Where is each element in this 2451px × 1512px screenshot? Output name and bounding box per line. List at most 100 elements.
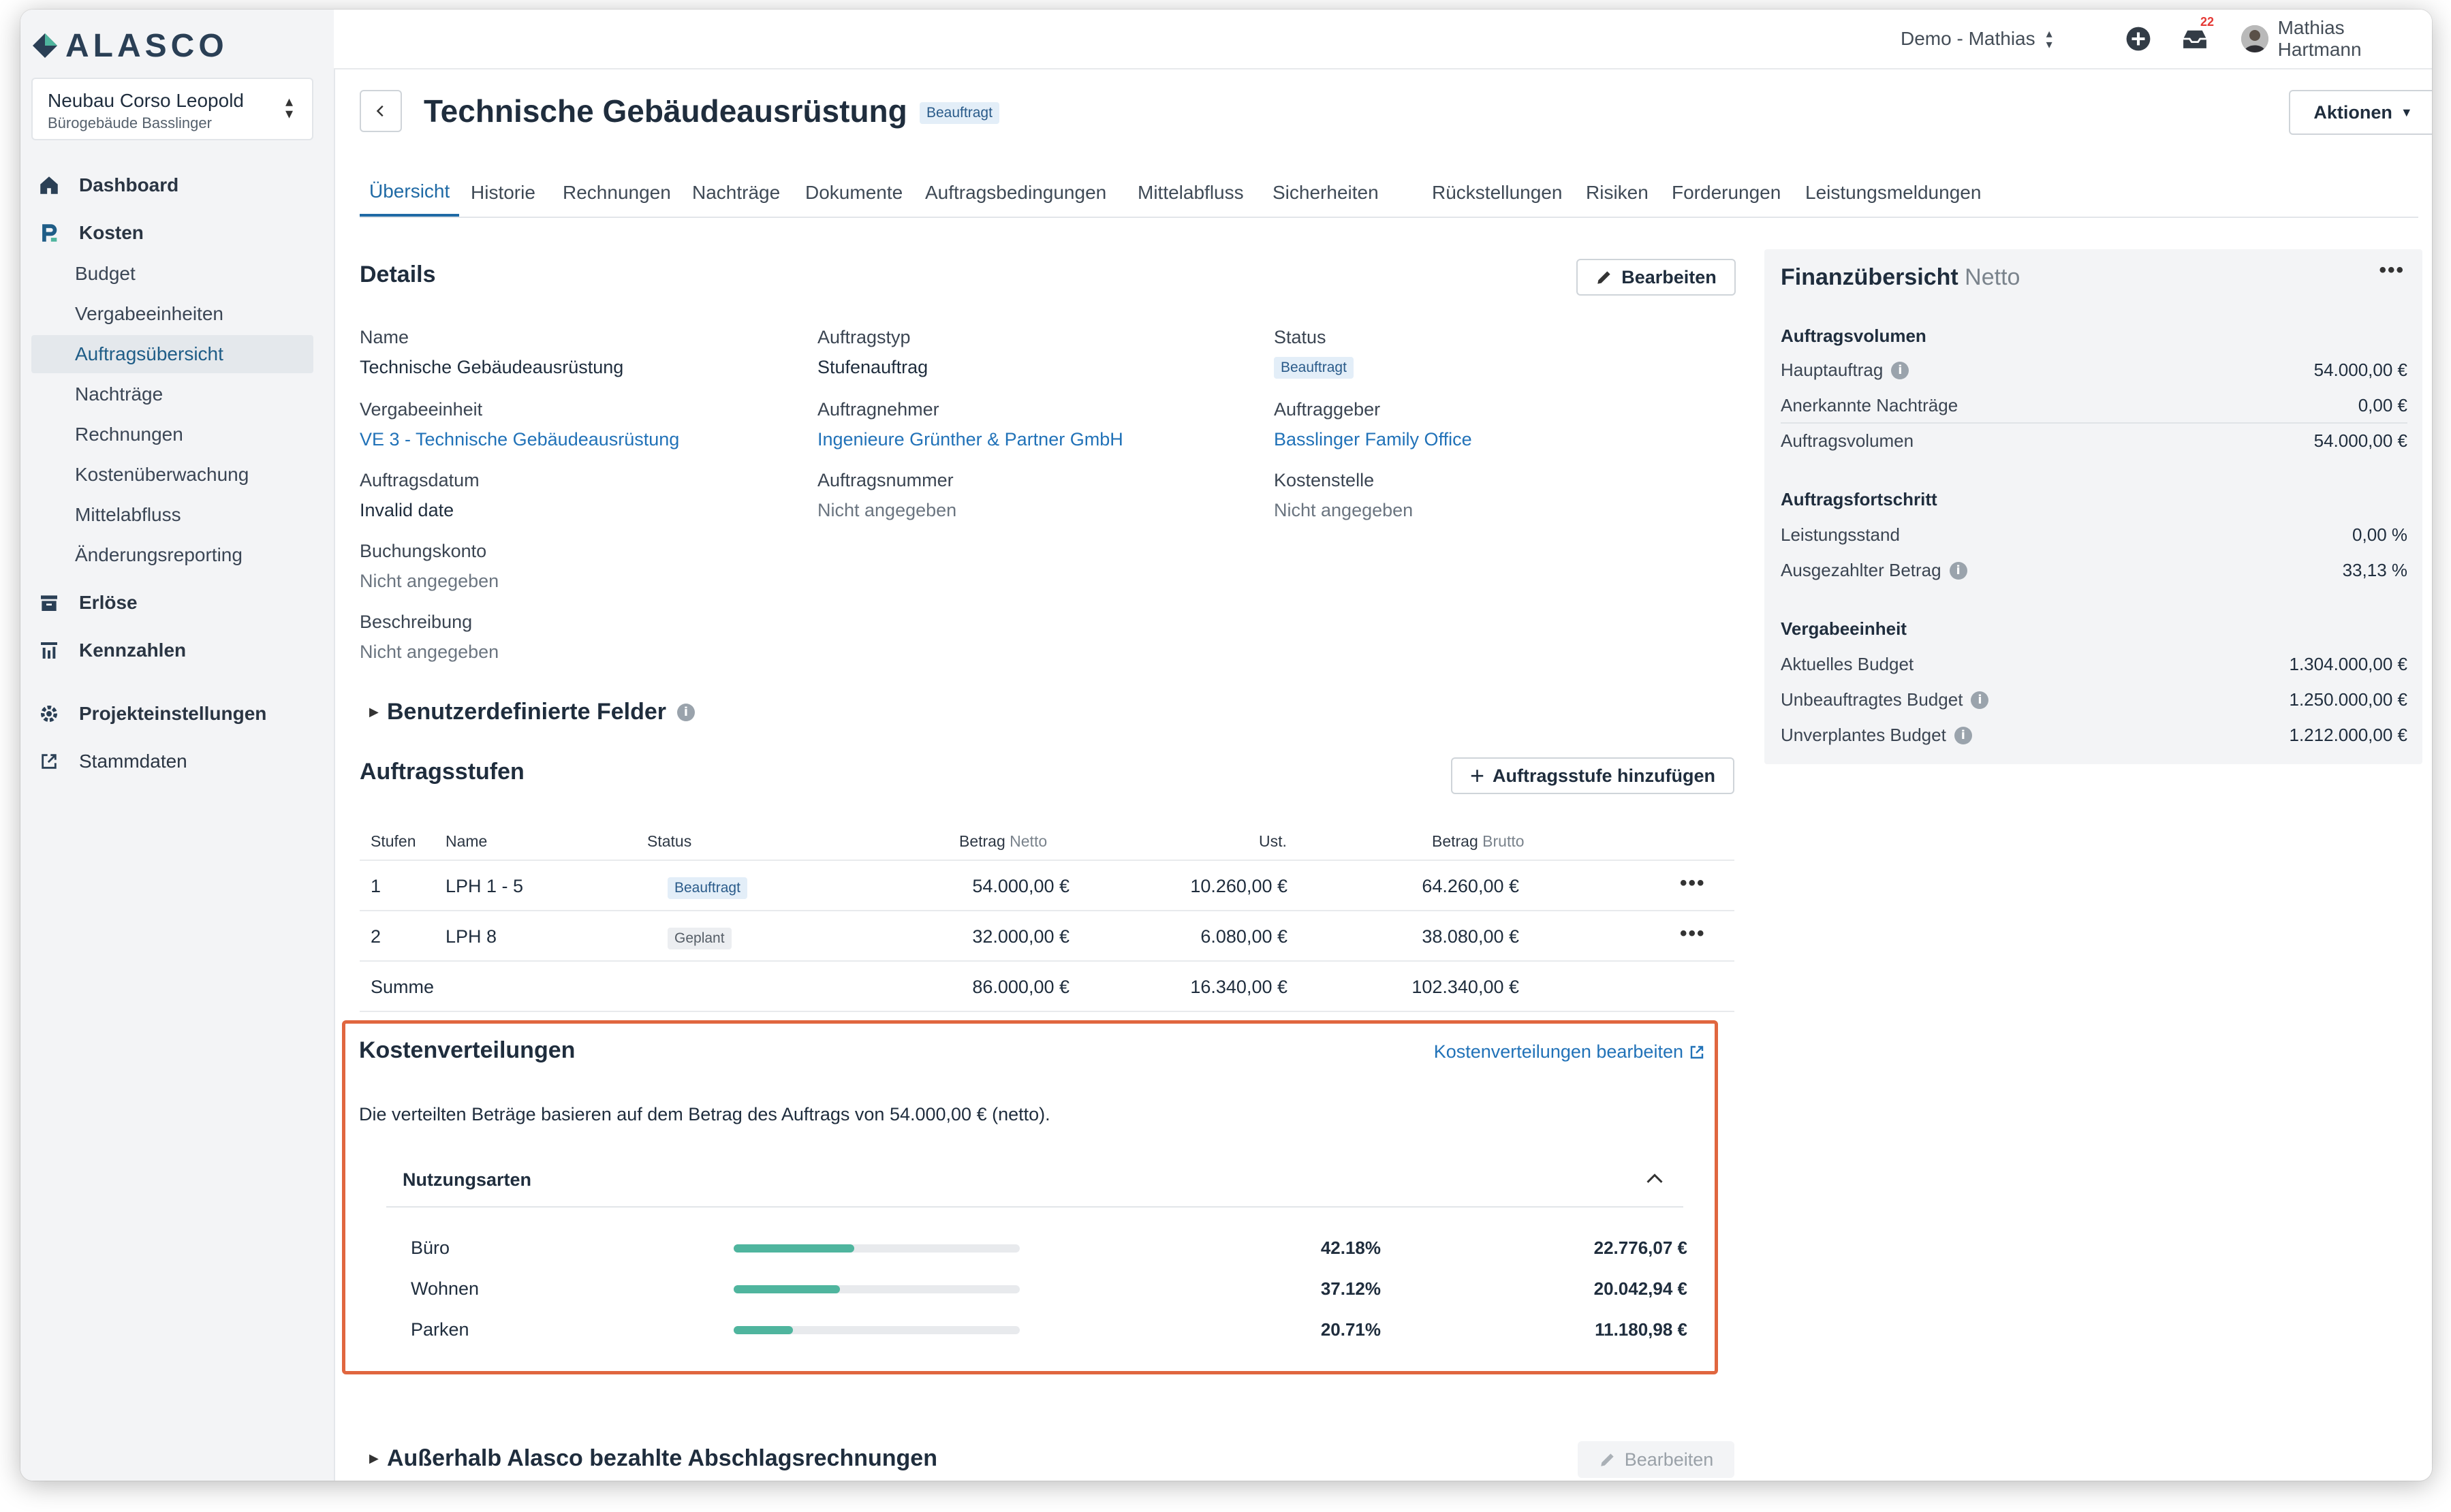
info-icon[interactable]: i <box>1891 361 1909 379</box>
sidebar-item-auftragsuebersicht[interactable]: Auftragsübersicht <box>31 335 313 373</box>
divider <box>1781 422 2407 424</box>
col-header-net-text: Betrag <box>959 832 1005 850</box>
tab-mittelabfluss[interactable]: Mittelabfluss <box>1138 169 1244 217</box>
custom-fields-toggle[interactable]: ▶ Benutzerdefinierte Felder i <box>369 699 695 725</box>
add-stage-button[interactable]: + Auftragsstufe hinzufügen <box>1451 757 1734 794</box>
field-link-client[interactable]: Basslinger Family Office <box>1274 429 1472 450</box>
tab-sicherheiten[interactable]: Sicherheiten <box>1273 169 1379 217</box>
info-icon[interactable]: i <box>1954 726 1972 744</box>
actions-button[interactable]: Aktionen ▼ <box>2289 90 2432 135</box>
sidebar-item-vergabeeinheiten[interactable]: Vergabeeinheiten <box>20 295 313 333</box>
chevron-left-icon <box>376 105 384 117</box>
sidebar-item-label: Mittelabfluss <box>75 504 181 525</box>
finance-menu-icon[interactable]: ••• <box>2379 259 2405 281</box>
caret-right-icon: ▶ <box>369 1451 379 1465</box>
cell-stage: 2 <box>371 926 381 947</box>
tab-label: Dokumente <box>805 182 903 203</box>
tab-rueckstellungen[interactable]: Rückstellungen <box>1432 169 1562 217</box>
finance-group-title: Auftragsvolumen <box>1781 326 1926 346</box>
cell-gross: 64.260,00 € <box>1422 876 1519 896</box>
project-name: Neubau Corso Leopold <box>48 90 244 111</box>
cost-icon <box>35 219 63 247</box>
finance-row-value: 0,00 % <box>2352 524 2407 545</box>
info-icon: i <box>676 703 695 721</box>
field-link-contractor[interactable]: Ingenieure Grünther & Partner GmbH <box>817 429 1123 450</box>
tab-forderungen[interactable]: Forderungen <box>1672 169 1781 217</box>
field-label: Auftragsdatum <box>360 470 480 490</box>
sidebar-item-stammdaten[interactable]: Stammdaten <box>20 742 313 781</box>
sidebar-item-dashboard[interactable]: Dashboard <box>20 166 313 204</box>
sidebar-item-label: Kosten <box>79 222 144 243</box>
external-invoices-toggle[interactable]: ▶ Außerhalb Alasco bezahlte Abschlagsrec… <box>369 1445 937 1472</box>
row-menu-icon[interactable]: ••• <box>1680 922 1706 945</box>
sidebar-item-nachtraege[interactable]: Nachträge <box>20 375 313 413</box>
tab-auftragsbedingungen[interactable]: Auftragsbedingungen <box>925 169 1106 217</box>
progress-bar <box>734 1285 1020 1293</box>
tab-uebersicht[interactable]: Übersicht <box>360 169 460 217</box>
notifications-button[interactable]: 22 <box>2181 10 2214 68</box>
finance-row-value: 54.000,00 € <box>2313 430 2407 451</box>
tab-historie[interactable]: Historie <box>471 169 535 217</box>
sidebar-item-erloese[interactable]: Erlöse <box>20 584 313 622</box>
tab-rechnungen[interactable]: Rechnungen <box>563 169 671 217</box>
tab-nachtraege[interactable]: Nachträge <box>692 169 780 217</box>
tab-label: Mittelabfluss <box>1138 182 1244 203</box>
sidebar-item-kostenueberwachung[interactable]: Kostenüberwachung <box>20 456 313 494</box>
row-menu-icon[interactable]: ••• <box>1680 872 1706 894</box>
col-header-status: Status <box>647 832 692 850</box>
back-button[interactable] <box>360 90 402 132</box>
sidebar-item-projekteinstellungen[interactable]: Projekteinstellungen <box>20 695 313 733</box>
user-menu[interactable]: Mathias Hartmann <box>2241 10 2432 68</box>
workspace-label: Demo - Mathias <box>1901 28 2035 49</box>
status-badge: Beauftragt <box>1274 357 1354 379</box>
finance-group-title: Vergabeeinheit <box>1781 618 1907 639</box>
tab-label: Rückstellungen <box>1432 182 1563 203</box>
finance-row-label: Anerkannte Nachträge <box>1781 395 1958 415</box>
finance-row-value: 1.212.000,00 € <box>2289 725 2408 745</box>
details-edit-button[interactable]: Bearbeiten <box>1576 259 1736 296</box>
workspace-switcher[interactable]: Demo - Mathias ▴ ▾ <box>1901 10 2052 68</box>
stages-title: Auftragsstufen <box>360 759 525 785</box>
info-icon[interactable]: i <box>1949 561 1967 580</box>
usage-percent: 42.18% <box>1320 1238 1381 1258</box>
finance-row-value: 0,00 € <box>2358 395 2407 415</box>
field-label: Name <box>360 327 409 347</box>
project-selector[interactable]: Neubau Corso Leopold Bürogebäude Basslin… <box>31 78 313 140</box>
gear-icon <box>35 700 63 727</box>
sidebar-item-label: Nachträge <box>75 383 163 405</box>
cell-vat: 10.260,00 € <box>1190 876 1287 896</box>
tab-dokumente[interactable]: Dokumente <box>805 169 903 217</box>
field-label: Beschreibung <box>360 612 473 632</box>
sidebar-item-label: Vergabeeinheiten <box>75 303 223 324</box>
progress-bar <box>734 1244 1020 1253</box>
field-link-unit[interactable]: VE 3 - Technische Gebäudeausrüstung <box>360 429 680 450</box>
avatar <box>2241 25 2268 52</box>
external-invoices-edit-button[interactable]: Bearbeiten <box>1578 1441 1734 1478</box>
edit-cost-distribution-link[interactable]: Kostenverteilungen bearbeiten <box>1434 1041 1705 1062</box>
cell-name: LPH 8 <box>446 926 497 947</box>
caret-down-icon: ▼ <box>2400 105 2413 119</box>
usage-types-header[interactable]: Nutzungsarten <box>386 1150 1683 1208</box>
cell-sum-vat: 16.340,00 € <box>1190 977 1287 997</box>
sidebar-item-aenderungsreporting[interactable]: Änderungsreporting <box>20 536 313 574</box>
cell-name: LPH 1 - 5 <box>446 876 524 896</box>
logo[interactable]: ALASCO <box>30 22 228 69</box>
edit-label: Bearbeiten <box>1621 266 1717 287</box>
edit-label: Bearbeiten <box>1624 1449 1714 1470</box>
logo-text: ALASCO <box>65 27 228 64</box>
external-link-icon <box>1690 1045 1704 1058</box>
tab-leistungsmeldungen[interactable]: Leistungsmeldungen <box>1805 169 1981 217</box>
external-invoices-title: Außerhalb Alasco bezahlte Abschlagsrechn… <box>387 1445 937 1471</box>
info-icon[interactable]: i <box>1971 691 1989 709</box>
sidebar-item-kennzahlen[interactable]: Kennzahlen <box>20 631 313 670</box>
sidebar-item-kosten[interactable]: Kosten <box>20 214 313 252</box>
col-header-stage: Stufen <box>371 832 416 850</box>
updown-chevron-icon: ▴ ▾ <box>2046 27 2052 51</box>
sidebar-item-rechnungen[interactable]: Rechnungen <box>20 415 313 454</box>
add-button[interactable] <box>2125 10 2151 68</box>
sidebar-item-label: Budget <box>75 263 136 284</box>
caret-right-icon: ▶ <box>369 705 379 719</box>
sidebar-item-mittelabfluss[interactable]: Mittelabfluss <box>20 496 313 534</box>
sidebar-item-budget[interactable]: Budget <box>20 255 313 293</box>
tab-risiken[interactable]: Risiken <box>1586 169 1649 217</box>
